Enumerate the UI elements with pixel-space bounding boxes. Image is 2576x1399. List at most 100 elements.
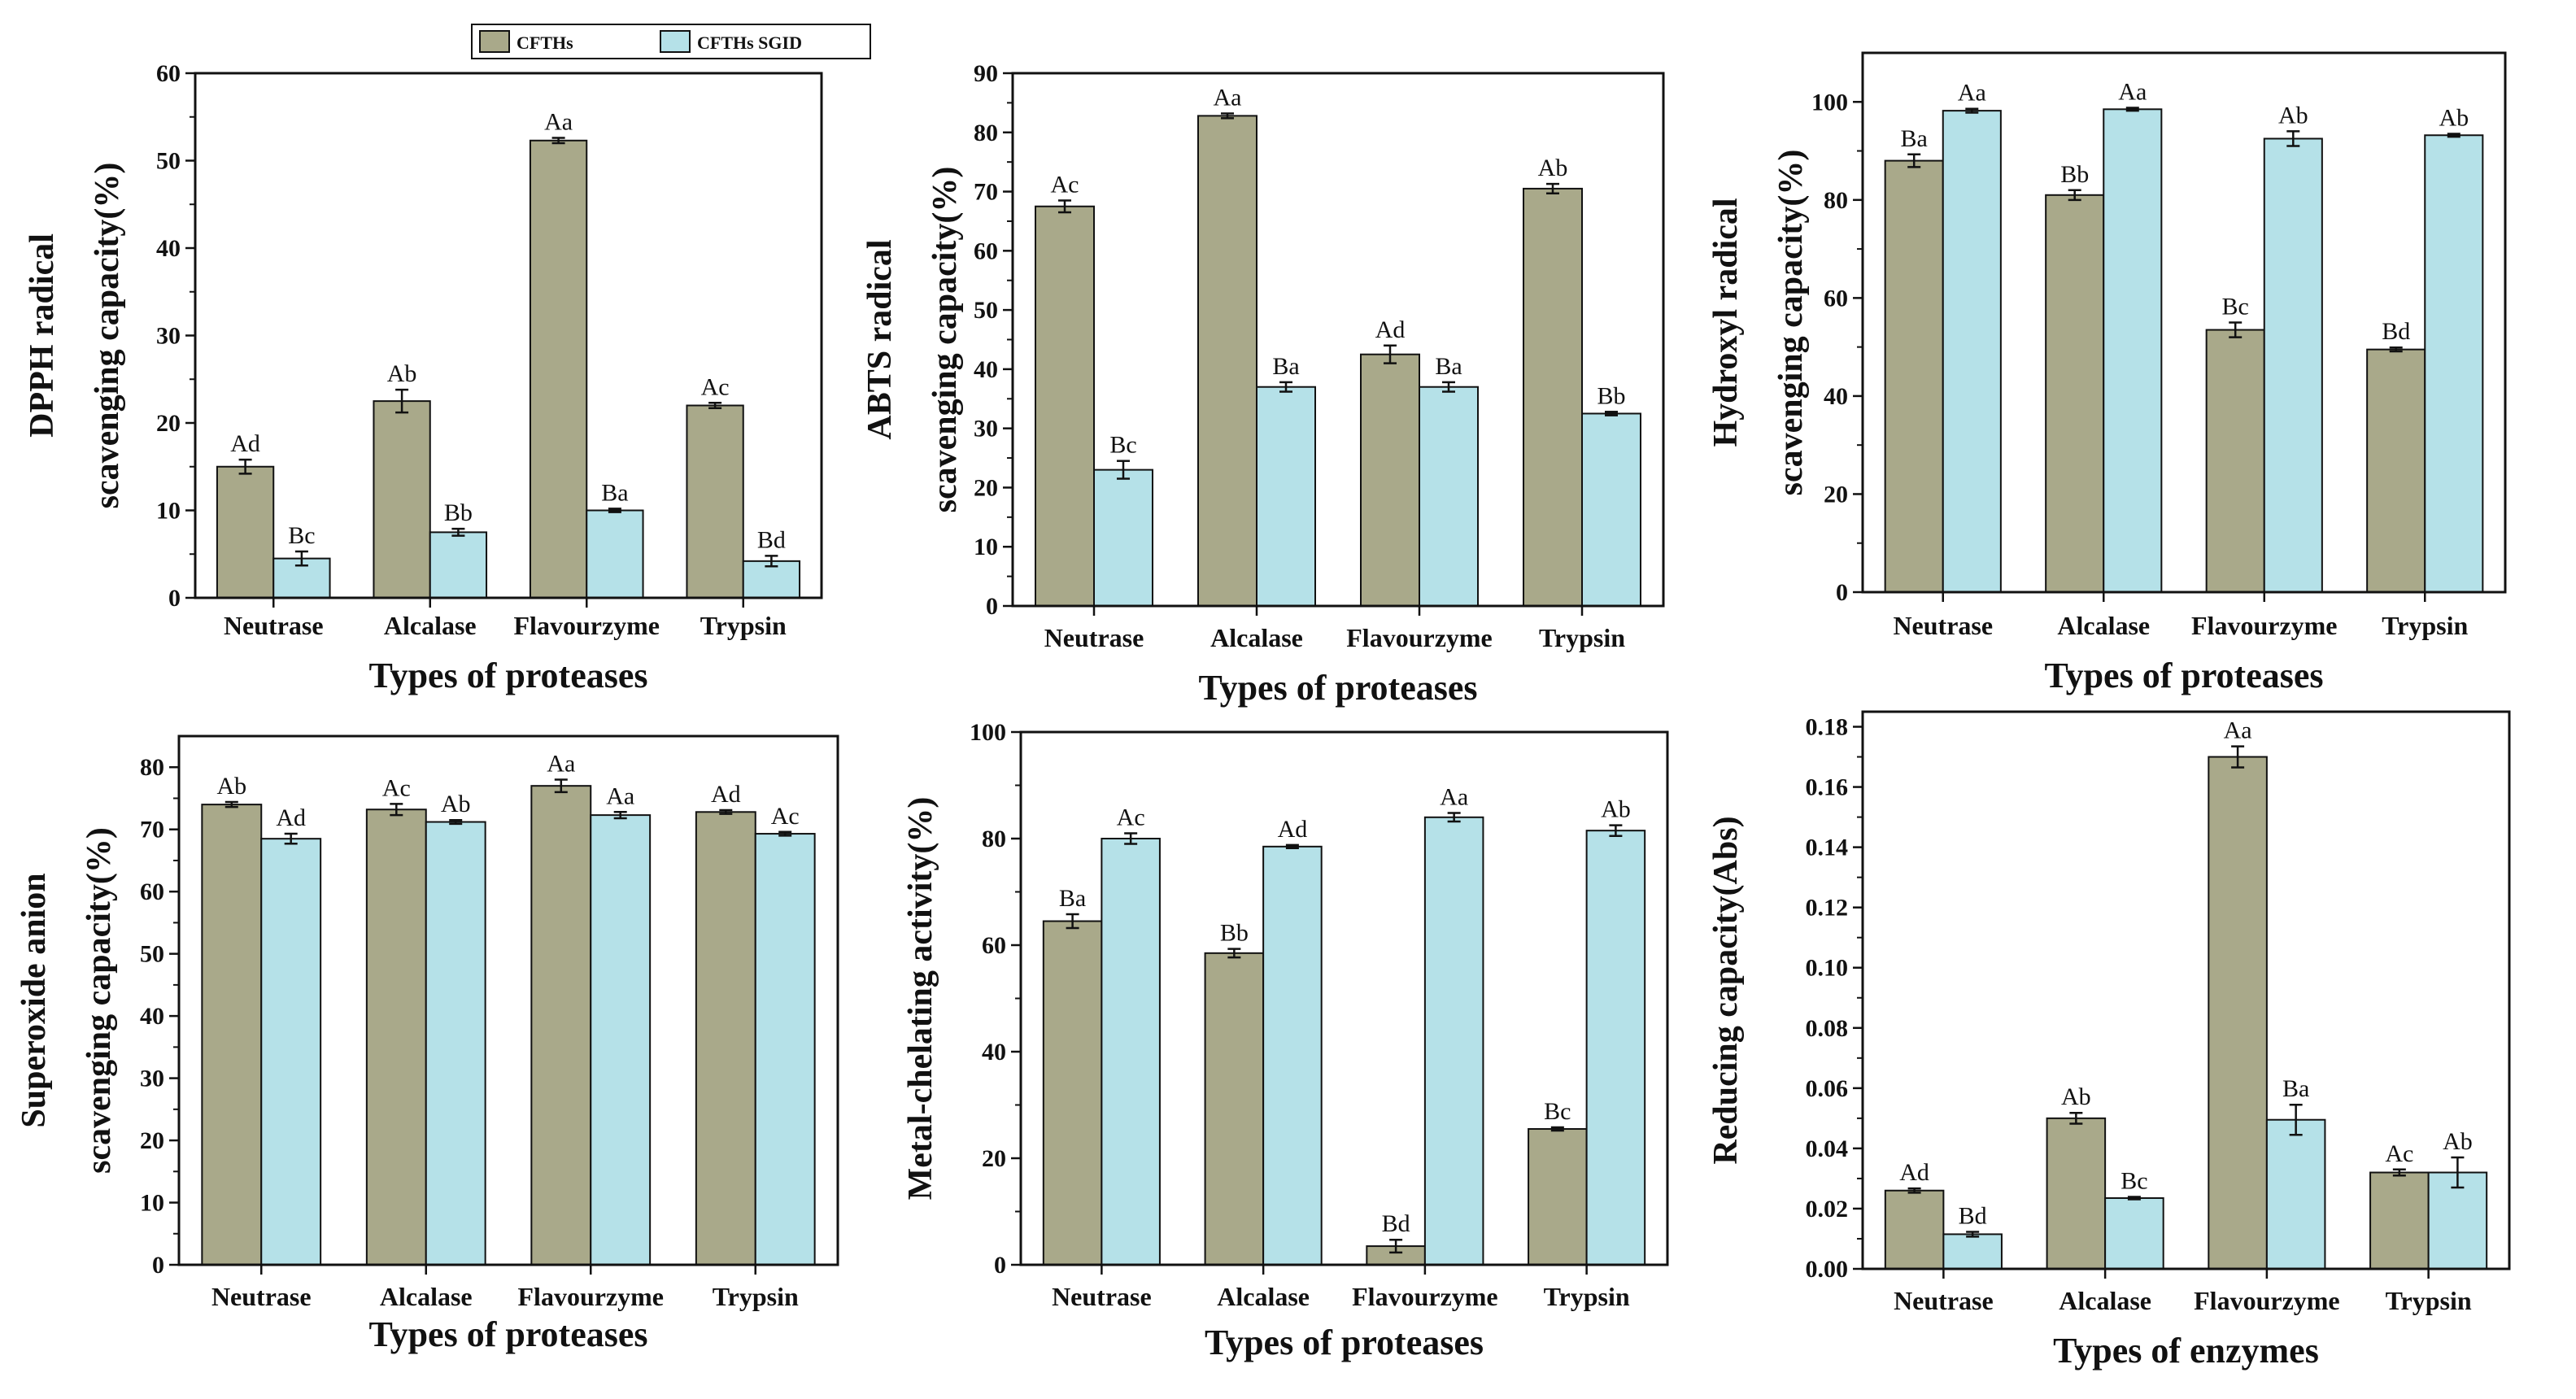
- x-category-label: Trypsin: [700, 611, 787, 640]
- significance-label: Ac: [382, 774, 411, 801]
- bar-dpph-cfths-alcalase: [373, 400, 431, 599]
- significance-label: Ba: [1059, 885, 1086, 912]
- significance-label: Ac: [1051, 171, 1079, 198]
- bar-superoxide-cfths-flavourzyme: [530, 785, 592, 1266]
- y-tick-label: 0.08: [1806, 1015, 1849, 1042]
- x-category-label: Flavourzyme: [2194, 1286, 2340, 1315]
- y-tick-label: 40: [982, 1039, 1006, 1066]
- significance-label: Ab: [1601, 796, 1631, 823]
- x-category-label: Flavourzyme: [514, 611, 660, 640]
- y-axis-title: ABTS radical: [861, 239, 899, 439]
- y-tick-label: 0.02: [1806, 1196, 1849, 1222]
- bar-metal-cfths-alcalase: [1204, 952, 1265, 1266]
- significance-label: Ba: [601, 479, 628, 506]
- significance-label: Ba: [1435, 353, 1462, 380]
- x-category-label: Alcalase: [384, 611, 477, 640]
- y-tick-label: 60: [974, 238, 998, 264]
- bar-dpph-cfths-flavourzyme: [529, 139, 588, 599]
- y-tick-label: 90: [974, 60, 998, 87]
- significance-label: Bc: [2121, 1168, 2147, 1195]
- y-axis-title: Reducing capacity(Abs): [1707, 816, 1745, 1164]
- bar-hydroxyl-cfths-alcalase: [2045, 194, 2105, 593]
- y-tick-label: 80: [974, 120, 998, 146]
- y-tick-label: 20: [982, 1145, 1006, 1172]
- y-tick-label: 0.10: [1806, 955, 1849, 982]
- plot-frame: [177, 734, 839, 1266]
- significance-label: Ab: [387, 360, 417, 387]
- bar-reducing-cfths-neutrase: [1884, 1189, 1945, 1270]
- legend-label-cfths: CFTHs: [517, 33, 573, 53]
- significance-label: Bd: [2382, 318, 2410, 345]
- x-category-label: Flavourzyme: [1352, 1282, 1498, 1311]
- y-tick-label: 0.04: [1806, 1135, 1849, 1162]
- x-axis-title: Types of proteases: [368, 1314, 647, 1354]
- significance-label: Ab: [2439, 104, 2469, 131]
- bar-dpph-cfths-trypsin: [686, 404, 744, 599]
- x-category-label: Neutrase: [211, 1282, 312, 1311]
- y-tick-label: 50: [140, 941, 164, 968]
- bar-superoxide-cfths-neutrase: [201, 804, 263, 1266]
- y-tick-label: 0: [168, 585, 181, 612]
- bar-reducing-cfths-alcalase: [2046, 1117, 2107, 1270]
- x-category-label: Neutrase: [224, 611, 324, 640]
- y-axis-title: scavenging capacity(%): [89, 163, 126, 509]
- bar-hydroxyl-cfths-trypsin: [2366, 348, 2426, 593]
- bar-abts-cfths-alcalase: [1197, 115, 1257, 607]
- legend-swatch-cfths-sgid: [660, 30, 691, 53]
- x-category-label: Alcalase: [1217, 1282, 1310, 1311]
- y-tick-label: 20: [140, 1127, 164, 1154]
- bar-dpph-cfths-sgid-alcalase: [429, 531, 488, 599]
- bar-dpph-cfths-sgid-flavourzyme: [586, 509, 644, 599]
- plot-frame: [1861, 51, 2507, 594]
- y-axis-title: Superoxide anion: [15, 873, 53, 1127]
- significance-label: Bc: [288, 522, 315, 549]
- y-tick-label: 30: [156, 323, 181, 350]
- y-tick-label: 0.00: [1806, 1256, 1849, 1283]
- bar-reducing-cfths-sgid-neutrase: [1942, 1233, 2003, 1270]
- x-axis-title: Types of proteases: [1205, 1323, 1484, 1362]
- x-category-label: Trypsin: [2382, 611, 2468, 640]
- bar-reducing-cfths-trypsin: [2369, 1171, 2430, 1270]
- significance-label: Ad: [1375, 316, 1406, 343]
- significance-label: Aa: [544, 109, 573, 136]
- y-axis-title: scavenging capacity(%): [81, 827, 118, 1174]
- x-category-label: Neutrase: [1894, 1286, 1994, 1315]
- y-tick-label: 0.12: [1806, 895, 1849, 922]
- significance-label: Bb: [2060, 161, 2089, 188]
- significance-label: Ab: [216, 773, 246, 800]
- significance-label: Aa: [2224, 717, 2252, 744]
- y-tick-label: 80: [1824, 187, 1848, 214]
- y-tick-label: 50: [156, 148, 181, 175]
- bar-reducing-cfths-sgid-alcalase: [2104, 1196, 2164, 1270]
- significance-label: Ad: [1278, 816, 1308, 843]
- chart-metal: Ba Bb Bd Bc Ac Ad Aa Ab 0 20 40 60 80 100 Neutrase Alca…: [902, 719, 1669, 1362]
- bar-metal-cfths-sgid-trypsin: [1585, 830, 1646, 1266]
- bar-metal-cfths-neutrase: [1042, 920, 1103, 1266]
- y-axis-title: DPPH radical: [24, 233, 61, 438]
- significance-label: Ab: [2443, 1128, 2473, 1155]
- significance-label: Ac: [2385, 1140, 2413, 1167]
- significance-label: Ac: [701, 373, 730, 400]
- bar-superoxide-cfths-alcalase: [365, 808, 427, 1266]
- significance-label: Ac: [771, 803, 800, 830]
- significance-label: Aa: [1440, 784, 1468, 811]
- charts-container: Ad Ab Aa Ac Bc Bb Ba Bd 0 10 20 30 40 50 60 Neutrase Alc…: [15, 51, 2511, 1371]
- y-tick-label: 70: [974, 179, 998, 206]
- significance-label: Ba: [2282, 1075, 2309, 1102]
- x-category-label: Flavourzyme: [2191, 611, 2338, 640]
- bar-hydroxyl-cfths-flavourzyme: [2205, 329, 2265, 593]
- significance-label: Ad: [1899, 1159, 1929, 1186]
- y-tick-label: 0.16: [1806, 774, 1849, 801]
- significance-label: Ac: [1117, 804, 1145, 830]
- chart-dpph: Ad Ab Aa Ac Bc Bb Ba Bd 0 10 20 30 40 50 60 Neutrase Alc…: [24, 60, 823, 695]
- significance-label: Aa: [1958, 80, 1986, 107]
- x-category-label: Flavourzyme: [1346, 623, 1493, 652]
- chart-reducing: Ad Ab Aa Ac Bd Bc Ba Ab 0.00 0.02 0.04 0.06 0.08 0.10…: [1707, 710, 2511, 1371]
- y-tick-label: 0: [986, 593, 998, 620]
- significance-label: Aa: [547, 751, 575, 778]
- y-tick-label: 70: [140, 817, 164, 843]
- y-tick-label: 20: [1824, 481, 1848, 508]
- significance-label: Aa: [606, 782, 634, 809]
- bar-abts-cfths-sgid-flavourzyme: [1419, 386, 1479, 607]
